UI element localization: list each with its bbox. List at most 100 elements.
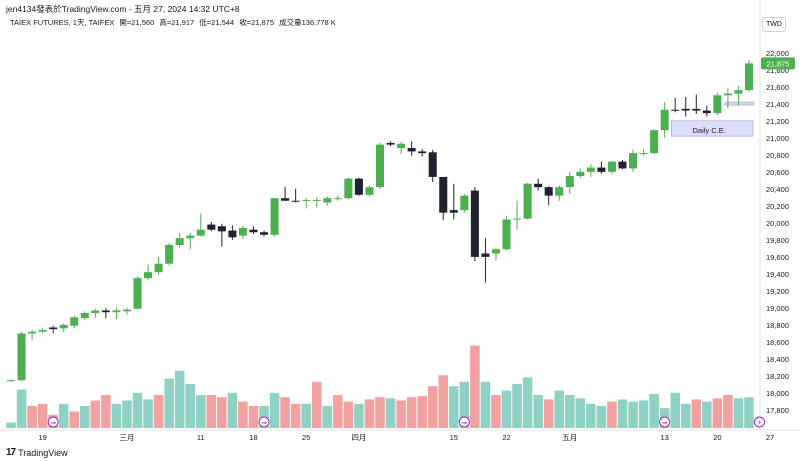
volume-bar <box>185 384 195 428</box>
volume-bar <box>311 381 322 428</box>
event-marker-icon <box>754 416 766 428</box>
volume-bar <box>6 422 16 428</box>
daily-ce-zone <box>670 120 754 137</box>
volume-bar <box>58 403 69 428</box>
candle-body <box>734 90 743 94</box>
candle-body <box>692 108 701 111</box>
volume-bar <box>680 403 691 428</box>
volume-bar <box>491 395 501 428</box>
x-tick-label: 20 <box>713 433 721 442</box>
x-tick-label: 三月 <box>119 433 134 442</box>
x-tick-label: 25 <box>302 433 310 442</box>
candle-body <box>576 171 585 177</box>
candle-body <box>428 152 437 177</box>
volume-bar <box>522 377 533 428</box>
y-tick-label: 18,200 <box>766 372 789 381</box>
volume-bar <box>417 396 427 428</box>
volume-bar <box>80 406 90 428</box>
candle-body <box>713 95 722 114</box>
low-value: 低=21,544 <box>199 18 235 27</box>
candle-body <box>386 142 395 145</box>
volume-bar <box>174 370 185 428</box>
volume-bar <box>122 400 132 428</box>
candle-body <box>407 148 416 152</box>
y-tick-label: 20,200 <box>766 202 789 211</box>
volume-bar <box>290 403 301 428</box>
x-tick-label: 18 <box>249 433 257 442</box>
volume-bar <box>206 395 217 428</box>
open-value: 開=21,560 <box>119 18 155 27</box>
candle-body <box>101 310 110 313</box>
candle-body <box>354 178 363 195</box>
currency-button[interactable]: TWD <box>762 17 786 32</box>
event-marker-icon <box>659 416 671 428</box>
candle-body <box>523 183 532 219</box>
candle-body <box>565 176 574 188</box>
candle-body <box>302 199 311 201</box>
candle-body <box>144 272 153 279</box>
volume-bar <box>691 399 702 428</box>
candle-body <box>112 310 121 313</box>
ce-zone-small <box>724 101 755 106</box>
y-tick-label: 19,800 <box>766 236 789 245</box>
candle-body <box>6 380 16 382</box>
candle-body <box>449 210 458 213</box>
candle-body <box>365 187 374 195</box>
candle-body <box>323 198 332 203</box>
candle-body <box>544 187 553 196</box>
event-marker-icon <box>47 416 59 428</box>
candle-body <box>607 161 616 172</box>
volume-bar <box>333 395 343 428</box>
candle-body <box>196 229 205 236</box>
event-marker-glyph: ⇒ <box>50 419 56 427</box>
y-tick-label: 22,000 <box>766 49 789 58</box>
candle-body <box>91 310 100 314</box>
y-tick-label: 19,600 <box>766 253 789 262</box>
volume-bar <box>90 400 101 428</box>
symbol-name[interactable]: TAIEX FUTURES, 1天, TAIFEX <box>10 18 115 27</box>
candle-body <box>207 224 216 230</box>
volume-bar <box>459 381 470 428</box>
x-tick-label: 11 <box>197 433 205 442</box>
volume-bar <box>132 392 143 428</box>
candle-body <box>481 253 490 257</box>
candle-body <box>49 327 58 330</box>
volume-bar <box>501 390 512 428</box>
candle-body <box>618 161 627 169</box>
candle-body <box>175 238 184 245</box>
candle-body <box>17 333 26 381</box>
candle-body <box>586 167 595 172</box>
volume-bar <box>354 403 364 428</box>
volume-bar <box>449 386 459 428</box>
volume-bar <box>638 400 649 428</box>
volume-bar <box>596 406 607 428</box>
tradingview-logo-icon[interactable]: 17 <box>6 447 16 458</box>
volume-bar <box>375 397 385 428</box>
volume-bar <box>628 401 638 428</box>
volume-bar <box>586 403 596 428</box>
candle-body <box>238 227 247 236</box>
candle-body <box>744 63 754 91</box>
daily-ce-label: Daily C.E. <box>693 126 726 135</box>
candle-body <box>534 183 543 188</box>
x-tick-label: 22 <box>502 433 510 442</box>
volume-bar <box>512 384 522 428</box>
candle-body <box>397 143 406 149</box>
x-tick-label: 19 <box>38 433 46 442</box>
brand-name[interactable]: TradingView <box>18 447 68 458</box>
volume-bar <box>322 406 333 428</box>
y-tick-label: 21,000 <box>766 134 789 143</box>
candle-body <box>249 229 258 233</box>
volume-bar <box>143 399 153 428</box>
volume-bar <box>396 400 406 428</box>
x-tick-label: 13 <box>660 433 668 442</box>
candle-body <box>639 153 648 155</box>
volume-bar <box>617 399 628 428</box>
volume-bar <box>649 393 659 428</box>
y-tick-label: 18,000 <box>766 389 789 398</box>
volume-bar <box>196 395 206 428</box>
volume-value: 成交量136.778 K <box>279 18 336 27</box>
y-tick-label: 21,800 <box>766 66 789 75</box>
